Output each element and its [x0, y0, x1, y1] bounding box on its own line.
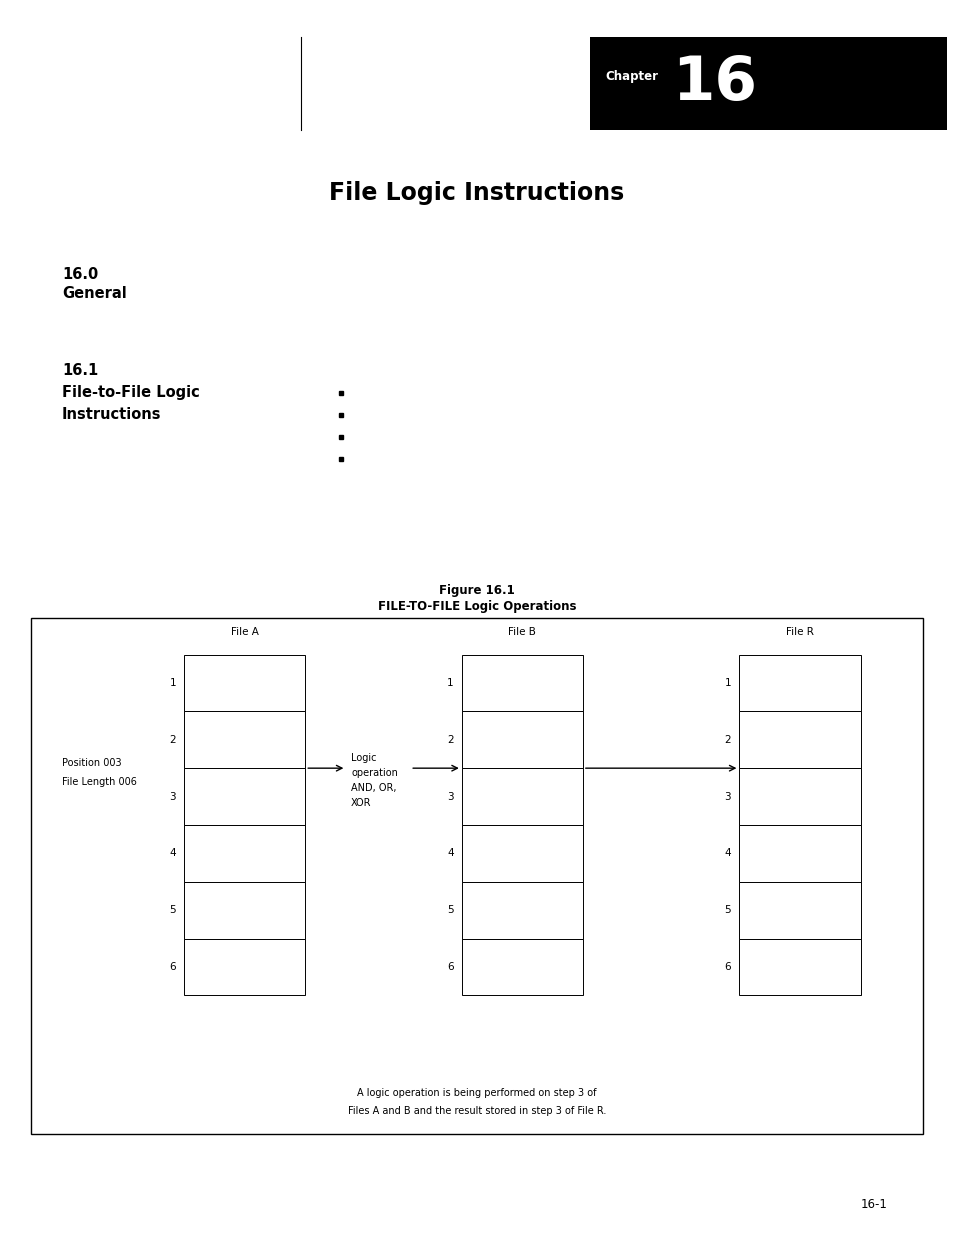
Bar [461, 939, 582, 995]
Text: Figure 16.1: Figure 16.1 [438, 584, 515, 597]
Text: 2: 2 [447, 735, 453, 745]
Bar [184, 711, 305, 768]
Bar [31, 618, 922, 1134]
Text: 4: 4 [170, 848, 175, 858]
Bar [184, 939, 305, 995]
Text: 4: 4 [724, 848, 730, 858]
Text: operation: operation [351, 768, 397, 778]
Text: File R: File R [785, 627, 813, 637]
Text: XOR: XOR [351, 798, 371, 808]
Bar [184, 768, 305, 825]
Text: AND, OR,: AND, OR, [351, 783, 396, 793]
Text: File-to-File Logic: File-to-File Logic [62, 385, 199, 400]
Text: 3: 3 [724, 792, 730, 802]
Text: 1: 1 [447, 678, 453, 688]
Text: 6: 6 [724, 962, 730, 972]
Text: Files A and B and the result stored in step 3 of File R.: Files A and B and the result stored in s… [348, 1107, 605, 1116]
Text: 1: 1 [170, 678, 175, 688]
Text: FILE-TO-FILE Logic Operations: FILE-TO-FILE Logic Operations [377, 600, 576, 613]
Bar [739, 711, 860, 768]
Text: 4: 4 [447, 848, 453, 858]
Bar [461, 711, 582, 768]
Text: General: General [62, 287, 127, 301]
Bar [461, 825, 582, 882]
Bar [739, 825, 860, 882]
Text: A logic operation is being performed on step 3 of: A logic operation is being performed on … [356, 1088, 597, 1098]
Text: 2: 2 [724, 735, 730, 745]
Text: Instructions: Instructions [62, 408, 161, 422]
Text: 16: 16 [672, 54, 757, 114]
Bar [184, 655, 305, 711]
Text: 1: 1 [724, 678, 730, 688]
Text: Chapter: Chapter [605, 70, 659, 83]
Text: File Logic Instructions: File Logic Instructions [329, 180, 624, 205]
Text: 16-1: 16-1 [860, 1198, 886, 1210]
Text: 6: 6 [170, 962, 175, 972]
Text: File A: File A [231, 627, 258, 637]
Text: 6: 6 [447, 962, 453, 972]
Text: 2: 2 [170, 735, 175, 745]
Bar [739, 939, 860, 995]
Text: 5: 5 [724, 905, 730, 915]
Bar [461, 655, 582, 711]
Text: 3: 3 [447, 792, 453, 802]
Bar [589, 37, 946, 130]
Text: 3: 3 [170, 792, 175, 802]
Text: Logic: Logic [351, 753, 376, 763]
Bar [739, 882, 860, 939]
Bar [739, 655, 860, 711]
Text: 16.0: 16.0 [62, 267, 98, 282]
Text: 16.1: 16.1 [62, 363, 98, 378]
Bar [184, 882, 305, 939]
Text: File Length 006: File Length 006 [62, 777, 136, 787]
Text: File B: File B [508, 627, 536, 637]
Text: Position 003: Position 003 [62, 758, 122, 768]
Bar [461, 768, 582, 825]
Text: 5: 5 [447, 905, 453, 915]
Bar [184, 825, 305, 882]
Text: 5: 5 [170, 905, 175, 915]
Bar [739, 768, 860, 825]
Bar [461, 882, 582, 939]
